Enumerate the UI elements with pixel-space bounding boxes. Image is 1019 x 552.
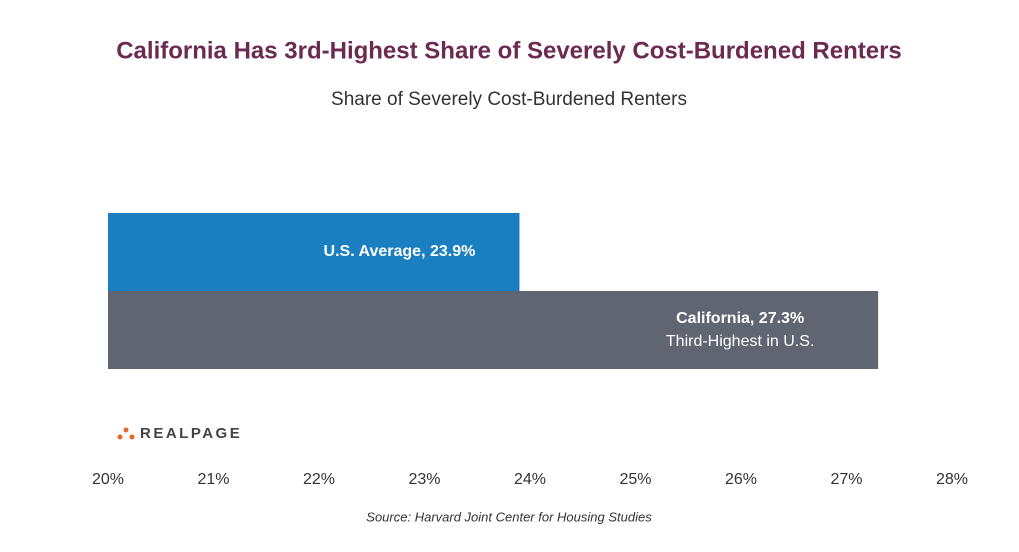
source: Source: Harvard Joint Center for Housing… <box>366 509 652 524</box>
x-tick-label: 28% <box>936 471 968 488</box>
x-tick-label: 25% <box>619 471 651 488</box>
x-tick-label: 23% <box>408 471 440 488</box>
x-tick-label: 22% <box>303 471 335 488</box>
bar <box>108 213 520 291</box>
chart-subtitle: Share of Severely Cost-Burdened Renters <box>331 89 687 110</box>
bar-label: California, 27.3% <box>676 310 804 327</box>
x-tick-label: 20% <box>92 471 124 488</box>
x-tick-label: 24% <box>514 471 546 488</box>
logo-dots <box>117 427 135 440</box>
logo: REALPAGE <box>140 425 242 442</box>
annotation: Third-Highest in U.S. <box>666 333 815 350</box>
bar-label: U.S. Average, 23.9% <box>324 243 476 260</box>
x-tick-label: 26% <box>725 471 757 488</box>
bar <box>108 291 879 369</box>
chart-title: California Has 3rd-Highest Share of Seve… <box>116 37 902 64</box>
x-tick-label: 27% <box>830 471 862 488</box>
x-tick-label: 21% <box>197 471 229 488</box>
